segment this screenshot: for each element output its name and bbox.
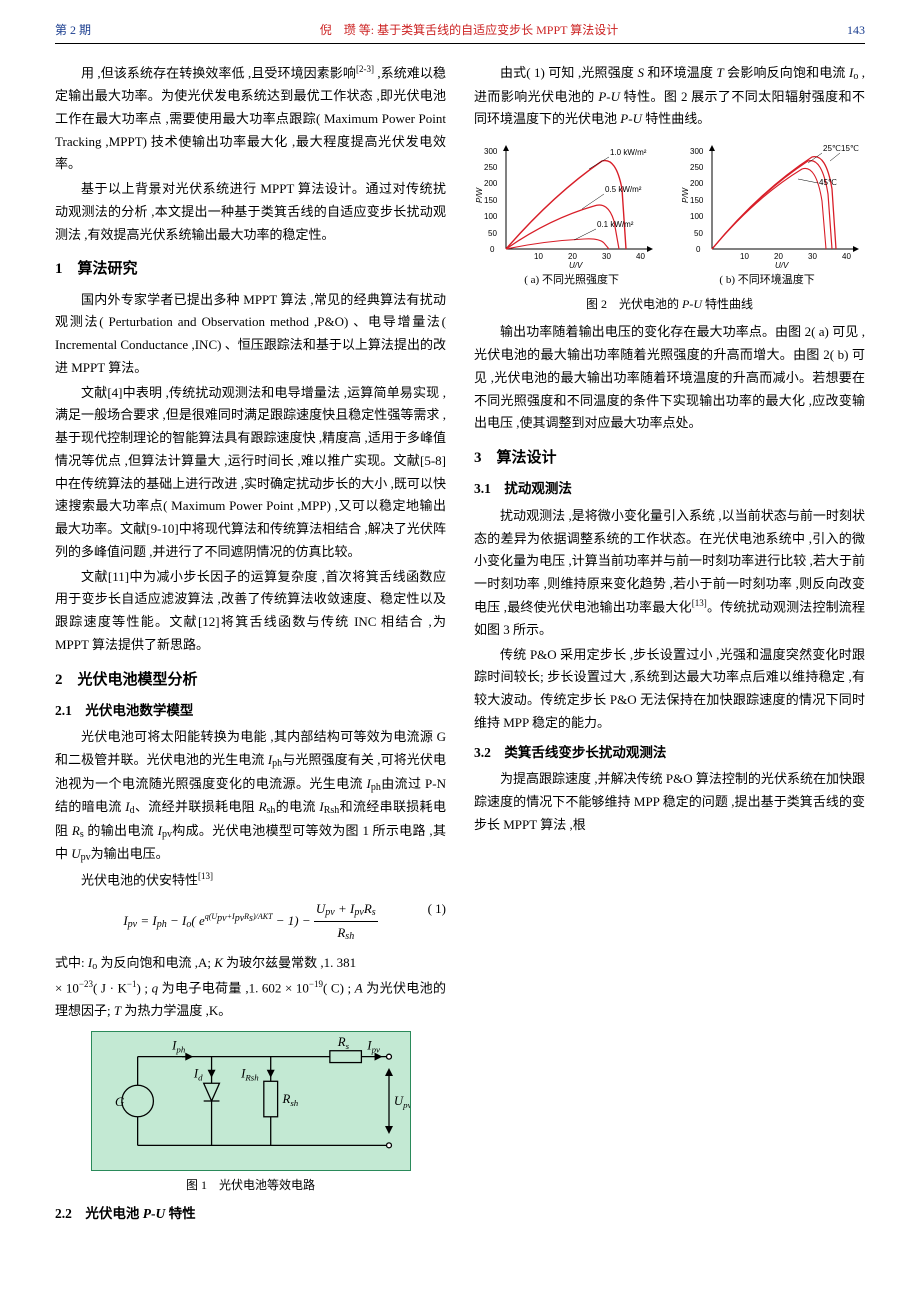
fig2-caption: 图 2 光伏电池的 P-U 特性曲线 [474,294,865,315]
svg-text:P/W: P/W [475,186,484,203]
fig2a-label: ( a) 不同光照强度下 [524,271,619,290]
section-1-title: 1 算法研究 [55,256,446,282]
svg-text:200: 200 [484,179,498,188]
svg-text:40: 40 [842,252,851,261]
issue-label: 第 2 期 [55,20,91,41]
sec1-p1: 国内外专家学者已提出多种 MPPT 算法 ,常见的经典算法有扰动观测法( Per… [55,289,446,380]
sec22-p1: 由式( 1) 可知 ,光照强度 S 和环境温度 T 会影响反向饱和电流 Io ,… [474,62,865,131]
svg-text:250: 250 [690,163,704,172]
subsection-2-2-title: 2.2 光伏电池 P-U 特性 [55,1202,446,1226]
para-intro2: 基于以上背景对光伏系统进行 MPPT 算法设计。通过对传统扰动观测法的分析 ,本… [55,178,446,246]
svg-text:100: 100 [484,212,498,221]
sec1-p2: 文献[4]中表明 ,传统扰动观测法和电导增量法 ,运算简单易实现 ,满足一般场合… [55,382,446,564]
svg-text:40: 40 [636,252,645,261]
sec21-p3: 式中: Io 为反向饱和电流 ,A; K 为玻尔兹曼常数 ,1. 381 [55,952,446,976]
svg-text:150: 150 [484,196,498,205]
svg-text:U/V: U/V [775,261,789,269]
svg-text:25℃: 25℃ [823,144,841,153]
svg-text:100: 100 [690,212,704,221]
svg-text:30: 30 [602,252,611,261]
body-columns: 用 ,但该系统存在转换效率低 ,且受环境因素影响[2-3] ,系统难以稳定输出最… [55,62,865,1242]
svg-text:10: 10 [534,252,543,261]
svg-text:150: 150 [690,196,704,205]
sec1-p3: 文献[11]中为减小步长因子的运算复杂度 ,首次将箕舌线函数应用于变步长自适应滤… [55,566,446,657]
para-intro-cont: 用 ,但该系统存在转换效率低 ,且受环境因素影响[2-3] ,系统难以稳定输出最… [55,62,446,176]
svg-text:250: 250 [484,163,498,172]
svg-text:50: 50 [694,229,703,238]
running-title: 倪 瓒 等: 基于类箕舌线的自适应变步长 MPPT 算法设计 [91,20,847,41]
svg-text:0.5 kW/m²: 0.5 kW/m² [605,185,642,194]
sec22-p2: 输出功率随着输出电压的变化存在最大功率点。由图 2( a) 可见 ,光伏电池的最… [474,321,865,435]
svg-text:0.1 kW/m²: 0.1 kW/m² [597,220,634,229]
eq1-number: ( 1) [428,898,446,921]
page-number: 143 [847,20,865,41]
sec31-p2: 传统 P&O 采用定步长 ,步长设置过小 ,光强和温度突然变化时跟踪时间较长; … [474,644,865,735]
svg-text:50: 50 [488,229,497,238]
svg-text:30: 30 [808,252,817,261]
figure-2: 0 50 100 150 200 250 300 10 20 30 40 U/V… [474,139,865,315]
chart-b: 0 50 100 150 200 250 300 10 20 30 40 U/V… [680,139,865,269]
section-3-title: 3 算法设计 [474,445,865,471]
subsection-2-1-title: 2.1 光伏电池数学模型 [55,699,446,723]
equation-1: Ipv = Iph − Io( eq(Upv+IpvRs)/AKT − 1) −… [55,898,446,946]
svg-text:300: 300 [690,147,704,156]
subsection-3-2-title: 3.2 类箕舌线变步长扰动观测法 [474,741,865,765]
svg-text:1.0 kW/m²: 1.0 kW/m² [610,148,647,157]
svg-text:200: 200 [690,179,704,188]
svg-text:45℃: 45℃ [819,178,837,187]
section-2-title: 2 光伏电池模型分析 [55,667,446,693]
sec32-p1: 为提高跟踪速度 ,并解决传统 P&O 算法控制的光伏系统在加快跟踪速度的情况下不… [474,768,865,836]
sec21-p1: 光伏电池可将太阳能转换为电能 ,其内部结构可等效为电流源 G 和二极管并联。光伏… [55,726,446,866]
subsection-3-1-title: 3.1 扰动观测法 [474,477,865,501]
svg-text:U/V: U/V [569,261,583,269]
page-header: 第 2 期 倪 瓒 等: 基于类箕舌线的自适应变步长 MPPT 算法设计 143 [55,20,865,44]
svg-text:20: 20 [568,252,577,261]
svg-text:0: 0 [490,245,495,254]
sec31-p1: 扰动观测法 ,是将微小变化量引入系统 ,以当前状态与前一时刻状态的差异为依据调整… [474,505,865,642]
svg-text:300: 300 [484,147,498,156]
right-para-cont: × 10−23( J · K−1) ; q 为电子电荷量 ,1. 602 × 1… [55,977,446,1023]
chart-a: 0 50 100 150 200 250 300 10 20 30 40 U/V… [474,139,659,269]
svg-text:P/W: P/W [681,186,690,203]
svg-text:20: 20 [774,252,783,261]
fig2b-label: ( b) 不同环境温度下 [719,271,814,290]
fig1-caption: 图 1 光伏电池等效电路 [55,1175,446,1196]
svg-text:10: 10 [740,252,749,261]
sec21-p2: 光伏电池的伏安特性[13] [55,869,446,892]
svg-text:0: 0 [696,245,701,254]
figure-1: G Iph Id IRsh Rsh Rs Ipv Upv 图 1 光伏电池等效电… [55,1031,446,1196]
circuit-diagram: G Iph Id IRsh Rsh Rs Ipv Upv [91,1031,411,1171]
label-G: G [114,1095,123,1109]
svg-text:15℃: 15℃ [841,144,859,153]
